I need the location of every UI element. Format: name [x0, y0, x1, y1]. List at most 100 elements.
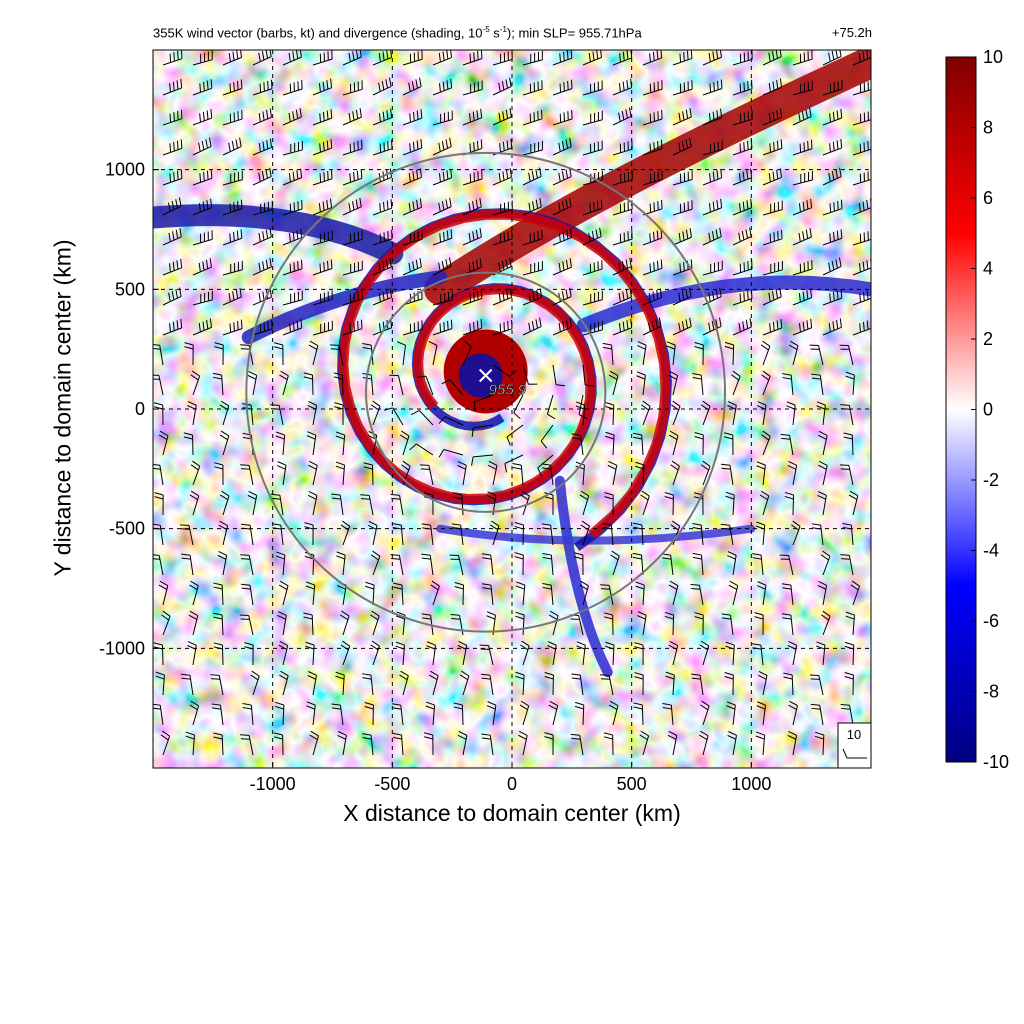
wind-barb [816, 401, 826, 426]
wind-barb [852, 231, 871, 246]
wind-barb [212, 372, 224, 396]
wind-barb [513, 394, 524, 420]
wind-barb [219, 430, 230, 456]
wind-barb [702, 198, 723, 216]
wind-barb [522, 50, 543, 66]
wind-barb [222, 288, 242, 306]
wind-barb [402, 77, 422, 96]
wind-barb [211, 703, 224, 726]
wind-barb [668, 430, 679, 456]
wind-barb [582, 140, 603, 156]
wind-barb [312, 198, 333, 216]
wind-barb [662, 702, 674, 726]
wind-barb [492, 200, 513, 216]
wind-barb [308, 460, 318, 486]
wind-barb [329, 344, 344, 366]
wind-barb [582, 199, 603, 216]
wind-barb [672, 80, 693, 96]
wind-barb [845, 611, 855, 636]
wind-barb [192, 198, 213, 216]
wind-barb [670, 460, 680, 486]
colorbar-tick-label: 6 [983, 188, 993, 208]
wind-barb [335, 461, 346, 486]
wind-barb [305, 641, 315, 666]
wind-barb [242, 702, 254, 726]
wind-barb [822, 108, 843, 126]
wind-barb [783, 672, 794, 696]
wind-barb [222, 50, 242, 66]
wind-barb [270, 404, 284, 426]
wind-barb [694, 612, 704, 636]
wind-barb [426, 641, 437, 666]
wind-barb [462, 340, 472, 366]
wind-barb [153, 344, 164, 366]
wind-barb [401, 460, 411, 486]
wind-barb [672, 107, 692, 126]
wind-barb [632, 432, 644, 456]
wind-barb [312, 78, 333, 96]
wind-barb [282, 140, 303, 156]
wind-barb [843, 432, 854, 456]
wind-barb [189, 700, 200, 726]
wind-barb [725, 491, 735, 516]
wind-barb [728, 580, 739, 606]
wind-barb [788, 340, 799, 366]
wind-barb [694, 432, 704, 456]
wind-barb [605, 431, 615, 456]
wind-barb [634, 642, 644, 666]
wind-barb [822, 318, 842, 336]
wind-barb [340, 640, 351, 666]
wind-barb [492, 50, 513, 66]
colorbar-tick-label: -10 [983, 752, 1009, 772]
wind-barb [612, 288, 632, 306]
wind-barb [473, 394, 494, 412]
wind-barb [792, 288, 813, 306]
y-axis-label: Y distance to domain center (km) [49, 239, 76, 577]
colorbar-tick-label: -4 [983, 541, 999, 561]
wind-barb [154, 492, 164, 516]
wind-barb [462, 169, 483, 186]
wind-barb [549, 610, 559, 636]
wind-barb [612, 170, 633, 186]
wind-barb [522, 141, 543, 156]
wind-barb [481, 673, 494, 696]
wind-barb [391, 703, 404, 726]
wind-barb [192, 137, 212, 156]
wind-barb [787, 461, 798, 486]
wind-barb [672, 137, 692, 156]
wind-barb [603, 732, 614, 756]
wind-barb [372, 258, 392, 276]
wind-barb [360, 494, 374, 516]
wind-barb [393, 582, 404, 606]
y-tick-label: -500 [109, 519, 145, 539]
wind-barb [612, 140, 633, 156]
wind-barb [492, 168, 512, 186]
wind-barb [489, 520, 500, 546]
wind-barb [162, 227, 182, 246]
min-slp-marker: 955.9 [478, 368, 527, 399]
colorbar-tick-label: 10 [983, 47, 1003, 67]
wind-barb [399, 430, 410, 456]
wind-barb [252, 138, 273, 156]
wind-barb [372, 229, 393, 246]
wind-barb [372, 199, 393, 216]
wind-barb [642, 80, 663, 96]
wind-barb [282, 80, 303, 96]
wind-barb [642, 259, 663, 276]
wind-barb [792, 139, 813, 156]
wind-barb [222, 229, 243, 246]
wind-barb [579, 490, 590, 516]
wind-barb [781, 583, 794, 606]
wind-barb [453, 492, 464, 516]
wind-barb [336, 551, 346, 576]
y-tick-label: -1000 [99, 638, 145, 658]
wind-barb [479, 644, 494, 666]
wind-barb [731, 370, 741, 396]
wind-barb [840, 404, 854, 426]
wind-barb [364, 701, 374, 726]
wind-barb [839, 344, 854, 366]
wind-barb [162, 50, 183, 66]
wind-barb [582, 110, 603, 126]
wind-barb [699, 640, 710, 666]
wind-barb [547, 641, 557, 666]
